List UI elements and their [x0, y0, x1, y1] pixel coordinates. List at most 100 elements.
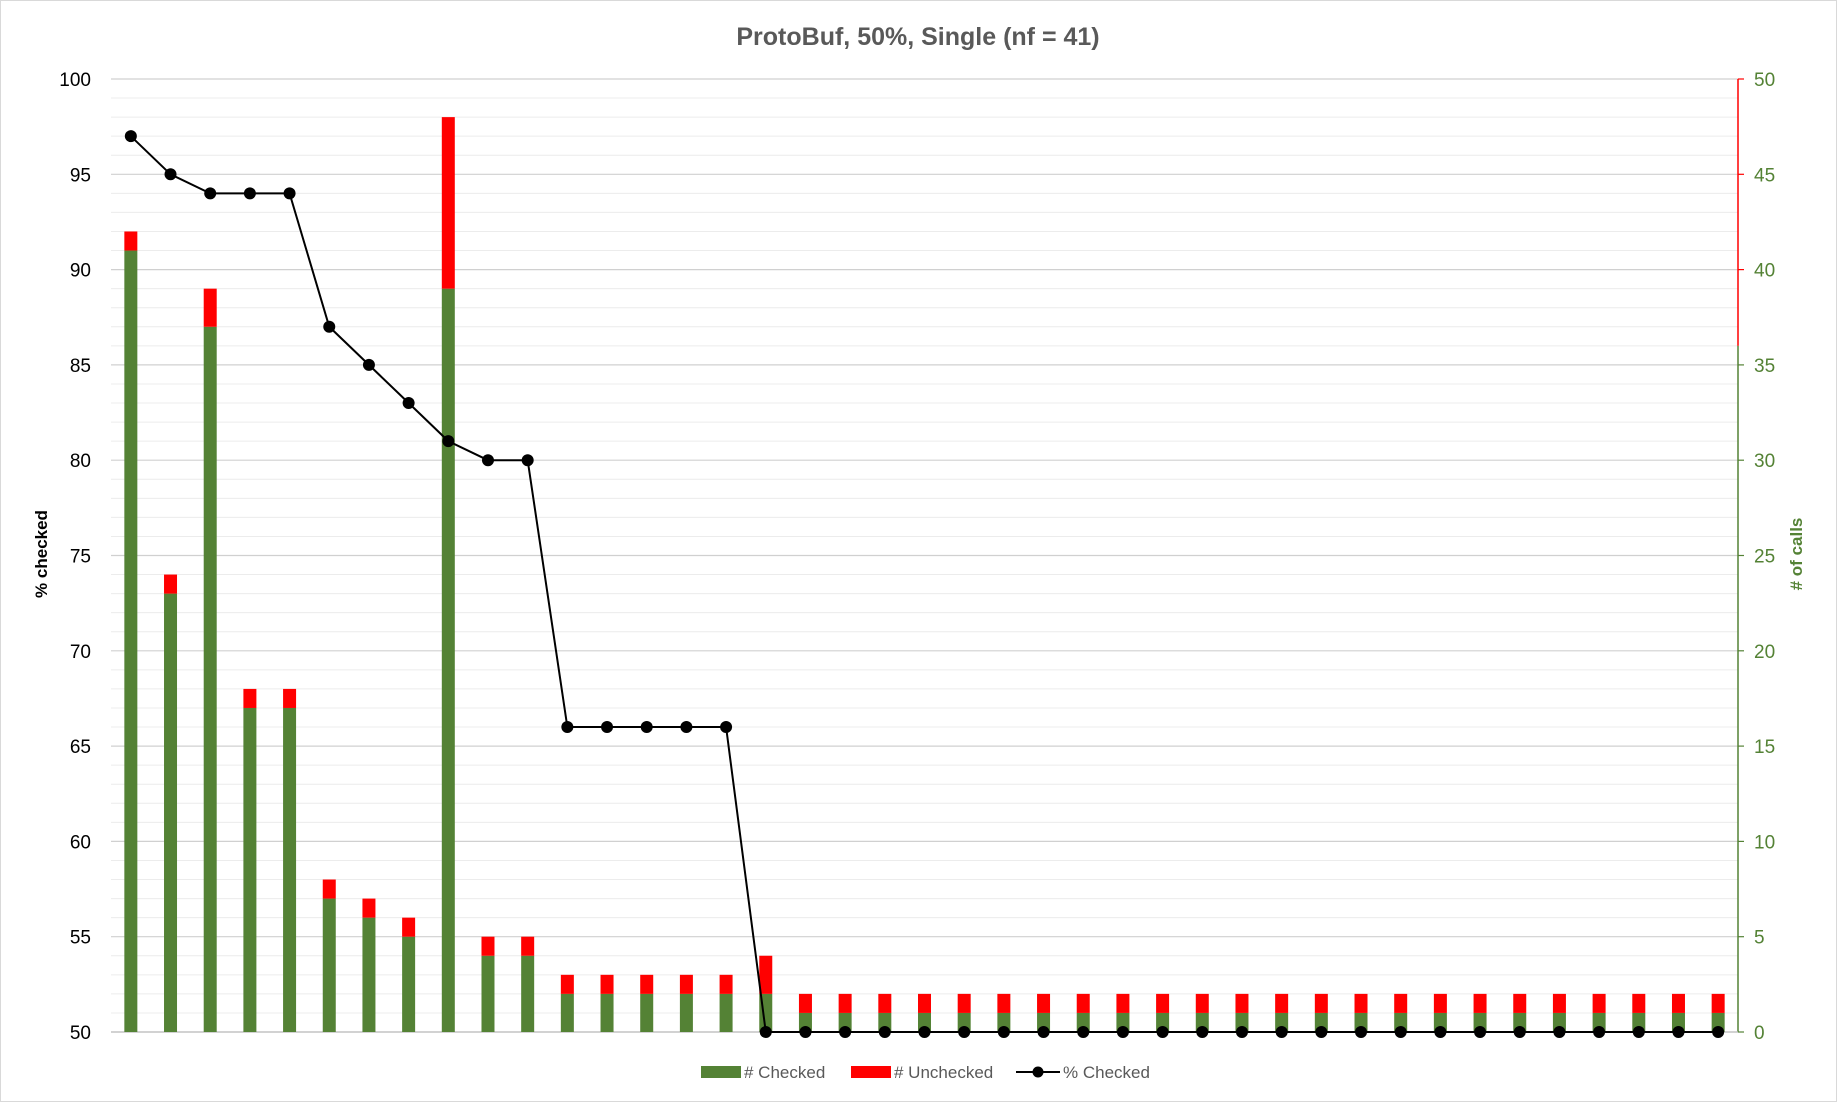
bar-unchecked [600, 974, 614, 994]
bar-unchecked [164, 574, 178, 594]
legend-label-checked: # Checked [744, 1063, 825, 1082]
bar-checked [719, 993, 733, 1032]
bar-unchecked [362, 898, 376, 918]
y-axis-right-title: # of calls [1787, 518, 1806, 591]
line-point [1632, 1026, 1645, 1038]
bar-unchecked [1473, 993, 1487, 1013]
y-left-tick-label: 75 [70, 547, 91, 568]
y-right-tick-label: 50 [1754, 70, 1775, 91]
line-point [243, 187, 256, 200]
y-right-tick-label: 10 [1754, 832, 1775, 853]
line-point [1355, 1026, 1368, 1038]
bar-checked [124, 250, 138, 1033]
bar-unchecked [1632, 993, 1646, 1013]
bar-unchecked [441, 117, 455, 289]
legend-swatch-unchecked [851, 1066, 891, 1078]
line-point [323, 320, 336, 333]
axes: 1009590858075706560555050454035302520151… [59, 70, 1775, 1044]
bar-unchecked [1076, 993, 1090, 1013]
y-right-tick-label: 45 [1754, 165, 1775, 186]
line-point [958, 1026, 971, 1038]
bar-unchecked [719, 974, 733, 994]
bar-unchecked [640, 974, 654, 994]
line-point [402, 397, 415, 410]
bar-unchecked [1037, 993, 1051, 1013]
bar-checked [402, 936, 416, 1032]
y-right-tick-label: 20 [1754, 642, 1775, 663]
bar-unchecked [957, 993, 971, 1013]
y-right-tick-label: 35 [1754, 356, 1775, 377]
line-point [1513, 1026, 1526, 1038]
line-pct-checked [130, 135, 1719, 1033]
bar-unchecked [283, 688, 297, 708]
line-point [481, 454, 494, 467]
y-left-tick-label: 90 [70, 261, 91, 282]
y-right-tick-label: 40 [1754, 261, 1775, 282]
line-point [1196, 1026, 1209, 1038]
chart-title: ProtoBuf, 50%, Single (nf = 41) [736, 23, 1099, 51]
bar-unchecked [402, 917, 416, 937]
bar-checked [481, 955, 495, 1032]
line-point [442, 435, 455, 448]
bar-unchecked [1354, 993, 1368, 1013]
bar-unchecked [1195, 993, 1209, 1013]
line-point [601, 721, 614, 734]
bar-unchecked [203, 288, 217, 327]
line-point [164, 168, 177, 181]
bar-unchecked [918, 993, 931, 1013]
line-point [1474, 1026, 1487, 1038]
bar-unchecked [481, 936, 495, 956]
line-point [1116, 1026, 1129, 1038]
bar-unchecked [521, 936, 535, 956]
line-point [124, 130, 137, 143]
line-series [124, 130, 1725, 1038]
bar-checked [283, 707, 297, 1032]
legend-marker-pct [1032, 1066, 1044, 1078]
line-point [1672, 1026, 1685, 1038]
bar-checked [164, 593, 178, 1032]
y-right-tick-label: 5 [1754, 928, 1765, 949]
y-left-tick-label: 70 [70, 642, 91, 663]
y-left-tick-label: 80 [70, 451, 91, 472]
line-point [839, 1026, 852, 1038]
bar-checked [441, 288, 455, 1032]
bar-unchecked [1671, 993, 1685, 1013]
bar-checked [203, 326, 217, 1032]
bar-unchecked [322, 879, 336, 899]
bar-checked [521, 955, 535, 1032]
line-point [1434, 1026, 1447, 1038]
bar-unchecked [798, 993, 812, 1013]
y-left-tick-label: 60 [70, 832, 91, 853]
line-point [521, 454, 534, 467]
bar-unchecked [1592, 993, 1606, 1013]
bar-unchecked [1552, 993, 1566, 1013]
bar-unchecked [1235, 993, 1249, 1013]
bar-unchecked [1394, 993, 1408, 1013]
y-axis-left-title: % checked [32, 510, 51, 598]
bar-unchecked [997, 993, 1011, 1013]
bar-checked [560, 993, 574, 1032]
bar-checked [362, 917, 376, 1032]
line-point [1593, 1026, 1606, 1038]
line-point [680, 721, 693, 734]
line-point [997, 1026, 1010, 1038]
bar-unchecked [838, 993, 852, 1013]
bar-checked [243, 707, 257, 1032]
bar-unchecked [124, 231, 138, 251]
y-left-tick-label: 95 [70, 165, 91, 186]
line-point [1712, 1026, 1725, 1038]
line-point [204, 187, 217, 200]
bar-checked [600, 993, 614, 1032]
bar-unchecked [560, 974, 574, 994]
y-right-tick-label: 30 [1754, 451, 1775, 472]
line-point [720, 721, 733, 734]
legend-swatch-checked [701, 1066, 741, 1078]
y-left-tick-label: 55 [70, 928, 91, 949]
legend-label-unchecked: # Unchecked [894, 1063, 993, 1082]
line-point [759, 1026, 772, 1038]
line-point [1275, 1026, 1288, 1038]
bar-checked [679, 993, 693, 1032]
bar-unchecked [1275, 993, 1289, 1013]
line-point [918, 1026, 931, 1038]
bar-unchecked [878, 993, 892, 1013]
